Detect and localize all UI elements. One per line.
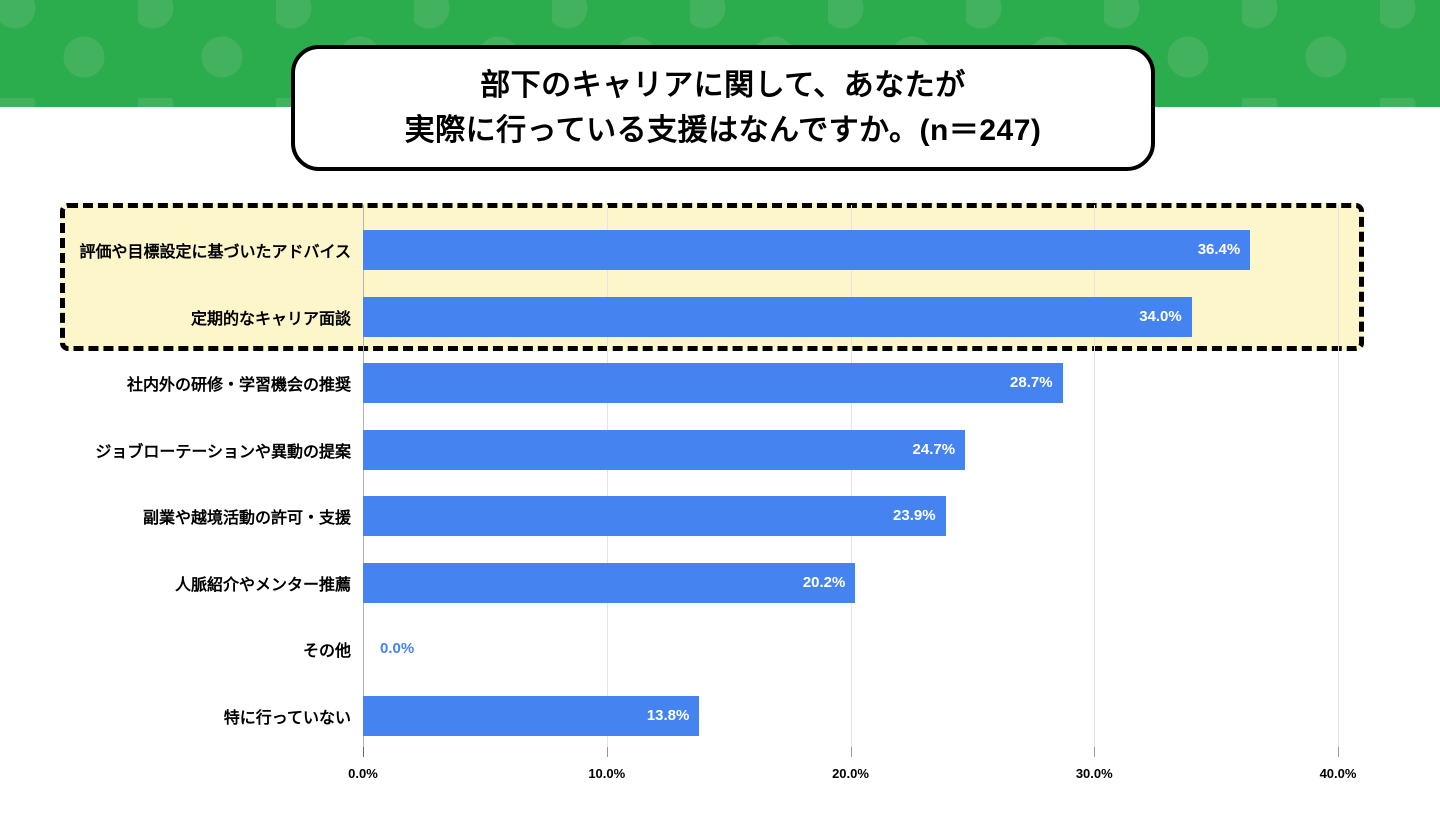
axis-tick [1094,747,1096,757]
axis-tick-label: 30.0% [1075,766,1113,781]
bar-row: 副業や越境活動の許可・支援 23.9% [0,483,1440,550]
value-label: 34.0% [1139,307,1182,325]
value-label-zero: 0.0% [380,640,415,657]
category-label: 特に行っていない [223,709,351,727]
bar-track: 24.7% [363,429,1338,470]
axis-tick [1338,747,1339,757]
axis-tick-label: 20.0% [832,766,869,781]
bar-track: 36.4% [363,230,1338,270]
category-label: 副業や越境活動の許可・支援 [142,510,351,528]
bar: 20.2% [363,562,856,603]
axis-tick-label: 40.0% [1319,766,1357,781]
category-label: ジョブローテーションや異動の提案 [95,443,351,461]
axis-zero-line [363,205,364,751]
value-label: 20.2% [802,573,846,591]
bar-rows: 評価や目標設定に基づいたアドバイス 36.4% 定期的なキャリア面談 34.0% 社内外… [0,217,1440,749]
bar-row: 評価や目標設定に基づいたアドバイス 36.4% [0,217,1440,284]
bar-track: 28.7% [363,363,1338,403]
chart-title-line-1: 部下のキャリアに関して、あなたが [480,69,966,102]
bar-track: 0.0% [363,629,1338,669]
chart-title-line-2: 実際に行っている支援はなんですか。(n＝247) [404,114,1042,147]
value-label: 23.9% [893,507,936,524]
value-label: 13.8% [646,706,690,724]
bar-row: 特に行っていない 13.8% [0,683,1440,750]
bar-track: 20.2% [363,562,1338,603]
bar-track: 23.9% [363,496,1338,536]
bar: 34.0% [363,296,1192,337]
bar: 28.7% [363,363,1063,403]
bar: 36.4% [363,230,1251,270]
title-box: 部下のキャリアに関して、あなたが 実際に行っている支援はなんですか。(n＝247… [291,45,1155,171]
plot-area: 0.0% 10.0% 20.0% 30.0% 40.0% [348,205,1356,781]
bar: 24.7% [363,429,966,470]
category-label: その他 [302,643,351,661]
axis-tick [363,747,364,757]
bar-row: その他 0.0% [0,616,1440,683]
axis-tick-label: 10.0% [588,766,626,781]
category-label: 評価や目標設定に基づいたアドバイス [79,244,351,262]
bar-row: ジョブローテーションや異動の提案 24.7% [0,417,1440,484]
category-label: 人脈紹介やメンター推薦 [174,576,351,594]
axis-tick [606,747,608,757]
value-label: 36.4% [1197,241,1241,258]
value-label: 24.7% [912,440,956,458]
value-label: 28.7% [1010,374,1053,391]
category-label: 社内外の研修・学習機会の推奨 [126,377,351,395]
axis-tick-label: 0.0% [348,766,378,781]
gridline [1338,205,1339,751]
bar-row: 人脈紹介やメンター推薦 20.2% [0,550,1440,617]
bar: 23.9% [363,496,946,536]
bar-row: 定期的なキャリア面談 34.0% [0,284,1440,351]
category-label: 定期的なキャリア面談 [190,310,351,328]
bar-track: 13.8% [363,695,1338,736]
bar: 13.8% [363,695,700,736]
bar-track: 34.0% [363,296,1338,337]
axis-tick [850,747,852,757]
gridline [1094,205,1096,751]
gridline [850,205,852,751]
gridline [606,205,608,751]
bar-row: 社内外の研修・学習機会の推奨 28.7% [0,350,1440,417]
